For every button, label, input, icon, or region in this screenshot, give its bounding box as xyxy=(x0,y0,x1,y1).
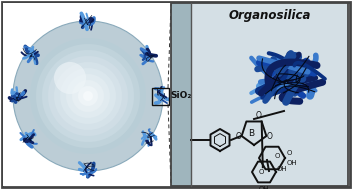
Text: OH: OH xyxy=(259,186,269,189)
Text: SiO₂: SiO₂ xyxy=(170,91,192,101)
Bar xyxy=(3,3,172,186)
Circle shape xyxy=(42,50,134,142)
Text: O: O xyxy=(287,150,293,156)
Circle shape xyxy=(83,91,93,101)
Circle shape xyxy=(54,62,86,94)
Text: O: O xyxy=(236,132,241,140)
Text: O: O xyxy=(258,169,264,175)
Circle shape xyxy=(72,80,104,112)
Bar xyxy=(171,3,348,186)
Circle shape xyxy=(30,38,146,154)
Circle shape xyxy=(13,21,163,171)
Text: B: B xyxy=(248,129,254,139)
Text: O: O xyxy=(266,132,272,140)
Circle shape xyxy=(78,86,98,106)
Circle shape xyxy=(66,74,110,118)
Bar xyxy=(171,3,191,186)
Text: Organosilica: Organosilica xyxy=(228,9,311,22)
Bar xyxy=(191,3,348,186)
Circle shape xyxy=(54,62,122,130)
Circle shape xyxy=(36,44,140,148)
Bar xyxy=(152,88,169,105)
Circle shape xyxy=(60,68,116,124)
Text: OH: OH xyxy=(277,166,288,172)
Text: O: O xyxy=(256,112,262,121)
Text: O: O xyxy=(274,153,280,159)
Text: OH: OH xyxy=(287,160,298,166)
Circle shape xyxy=(48,56,128,136)
